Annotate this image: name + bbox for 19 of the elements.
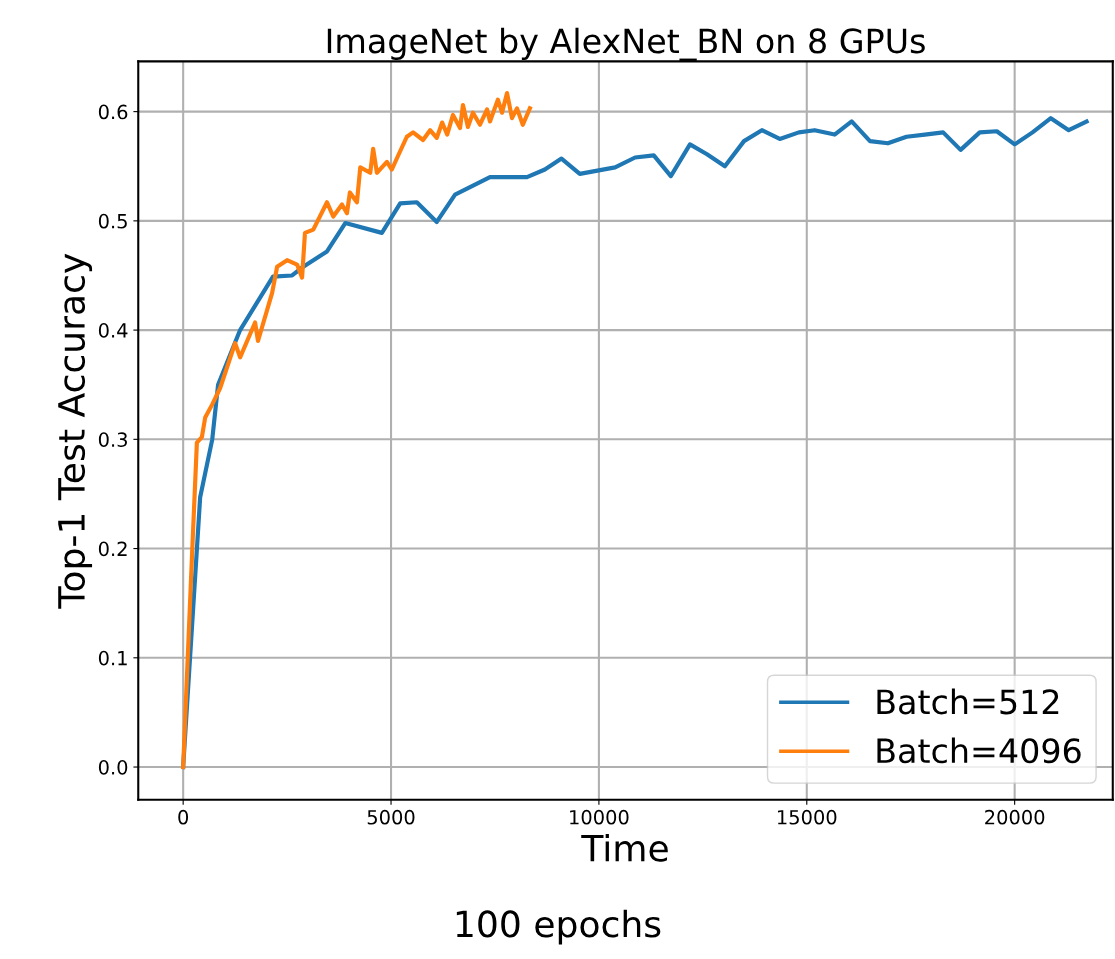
- y-tick-label: 0.3: [98, 432, 127, 447]
- y-tick-label: 0.2: [98, 541, 127, 557]
- x-tick-label: 10000: [570, 809, 629, 825]
- x-tick-label: 20000: [985, 809, 1045, 825]
- x-axis-title: Time: [581, 833, 668, 862]
- x-tick-label: 5000: [367, 809, 415, 825]
- x-tick-label: 0: [178, 809, 189, 825]
- y-tick-label: 0.6: [98, 104, 128, 120]
- line-series: [181, 90, 532, 770]
- legend-label: Batch=4096: [877, 737, 1081, 764]
- x-tick-label: 15000: [777, 809, 837, 825]
- text: 100 epochs: [456, 909, 661, 945]
- y-tick-label: 0.4: [98, 323, 128, 338]
- y-tick-label: 0.0: [98, 759, 128, 775]
- legend-label: Batch=512: [877, 688, 1059, 715]
- y-tick-label: 0.5: [98, 213, 127, 229]
- chart-title: ImageNet by AlexNet_BN on 8 GPUs: [327, 27, 925, 61]
- y-axis-title: Top-1 Test Accuracy: [58, 253, 93, 609]
- y-tick-label: 0.1: [98, 650, 127, 666]
